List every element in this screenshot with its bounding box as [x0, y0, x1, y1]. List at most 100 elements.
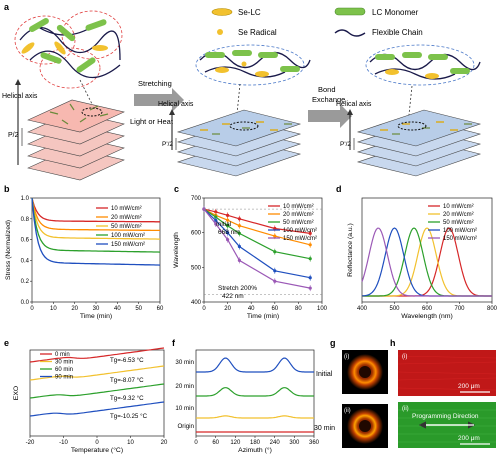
stretching-label: Stretching: [138, 79, 172, 88]
legend-entry: 30 min: [55, 360, 73, 366]
legend-top: Se-LC Se Radical LC Monomer Flexible Cha…: [211, 7, 423, 37]
x-tick-label: 400: [357, 306, 368, 312]
x-tick-label: 0: [194, 440, 198, 446]
chart-b: 0 10 20 30 40 50 60 0.0 0.2 0.4 0.6 0.8 1.0 Time (min…: [5, 196, 164, 320]
h-scale-2: 200 μm: [458, 435, 480, 442]
plot-frame: [31, 197, 161, 303]
series-line: [31, 197, 161, 266]
panel-label-c: c: [174, 184, 179, 194]
x-tick-label: 20: [224, 306, 231, 312]
x-tick-label: 40: [114, 306, 121, 312]
p-prime-half-right: P'/2: [340, 141, 351, 148]
series-line: [196, 415, 314, 419]
arrow-stretching: Stretching Light or Heat: [130, 79, 184, 126]
panel-label-h: h: [390, 338, 396, 348]
x-tick-label: 700: [454, 306, 465, 312]
legend-entry: 100 mW/cm²: [111, 233, 145, 239]
series-label: 10 min: [175, 405, 194, 412]
x-tick-label: 60: [157, 306, 164, 312]
g-ii-label: (ii): [344, 408, 351, 414]
h-i-label: (i): [402, 354, 407, 360]
x-axis-label: Azimuth (°): [238, 446, 272, 454]
x-tick-label: 20: [71, 306, 78, 312]
legend-entry: 0 min: [55, 352, 70, 358]
y-axis-label: Stress (Normalized): [5, 220, 12, 280]
series-label: 30 min: [175, 359, 194, 366]
x-tick-label: 0: [95, 440, 99, 446]
annotation-initial: Initial: [216, 221, 232, 228]
g-initial-label: Initial: [316, 371, 333, 378]
x-axis-label: Temperature (°C): [71, 446, 123, 454]
legend-entry: 20 mW/cm²: [443, 212, 474, 218]
y-tick-label: 0.6: [21, 238, 30, 244]
legend-entry: 50 mW/cm²: [111, 224, 142, 230]
annotation-stretch: Stretch 200%: [218, 285, 257, 292]
x-tick-label: 180: [250, 440, 261, 446]
bond-label: Bond: [318, 85, 336, 94]
series-label: Origin: [177, 423, 194, 430]
x-tick-label: 60: [212, 440, 219, 446]
series-line: [196, 387, 314, 397]
panel-label-f: f: [172, 338, 176, 348]
legend-entry: 50 mW/cm²: [283, 220, 314, 226]
y-tick-label: 500: [191, 265, 202, 271]
y-axis-label: EXO: [13, 386, 20, 400]
helix-stack-middle: [176, 109, 302, 177]
panel-label-g: g: [330, 338, 336, 348]
x-tick-label: 100: [317, 306, 328, 312]
legend-lc-monomer: LC Monomer: [372, 8, 419, 17]
series-line: [31, 197, 161, 253]
series-line: [203, 208, 311, 279]
p-prime-half-middle: P'/2: [162, 141, 173, 148]
chart-d: 400 500 600 700 800 Wavelength (nm) Reflectanc…: [347, 197, 498, 320]
y-axis-label: Wavelength: [173, 232, 180, 268]
arrow-bond-exchange: Bond Exchange: [308, 85, 352, 128]
panel-label-e: e: [4, 338, 9, 348]
h-ii-label: (ii): [402, 406, 409, 412]
g-30min-label: 30 min: [314, 425, 335, 432]
series-line: [203, 208, 311, 289]
legend-flexible-chain: Flexible Chain: [372, 28, 423, 37]
se-radical-icon: [217, 29, 223, 35]
light-or-heat-label: Light or Heat: [130, 117, 174, 126]
series-line: [203, 208, 311, 260]
molecular-network-middle: [195, 44, 311, 86]
series-line: [31, 197, 160, 232]
legend-entry: 10 mW/cm²: [283, 204, 314, 210]
helical-axis-label-middle: Helical axis: [158, 101, 194, 108]
tg-label: Tg=-6.53 °C: [110, 357, 144, 364]
y-tick-label: 400: [191, 300, 202, 306]
x-tick-label: 20: [161, 440, 168, 446]
x-tick-label: 0: [30, 306, 34, 312]
helical-axis-label-right: Helical axis: [336, 101, 372, 108]
x-tick-label: 0: [202, 306, 206, 312]
helical-axis-label-left: Helical axis: [2, 93, 38, 100]
chart-f: 0 60 120 180 240 300 360 Azimuth (°) 30 min 20 mi…: [175, 349, 320, 454]
x-tick-label: 500: [389, 306, 400, 312]
legend-entry: 20 mW/cm²: [111, 215, 142, 221]
x-tick-label: 360: [309, 440, 320, 446]
y-tick-label: 0.4: [21, 258, 30, 264]
panel-label-a: a: [4, 2, 10, 12]
series-line: [31, 197, 160, 240]
legend-entry: 100 mW/cm²: [283, 228, 317, 234]
chart-c: 0 20 40 60 80 100 400 500 600 700 Time (min) Wavele…: [173, 196, 328, 320]
lc-monomer-icon: [334, 7, 366, 16]
legend-entry: 150 mW/cm²: [111, 242, 145, 248]
legend-entry: 60 min: [55, 367, 73, 373]
series-line: [31, 197, 160, 223]
series-line: [203, 208, 311, 234]
programming-direction-label: Programming Direction: [412, 413, 479, 420]
series-line: [203, 208, 311, 246]
x-tick-label: 80: [295, 306, 302, 312]
chart-e: -20 -10 0 10 20 Temperature (°C) EXO Tg=-6.53 °…: [13, 347, 168, 454]
panel-label-d: d: [336, 184, 342, 194]
plot-frame: [203, 197, 323, 303]
tg-label: Tg=-8.07 °C: [110, 377, 144, 384]
series-line: [196, 357, 314, 373]
series-line: [29, 383, 165, 399]
legend-entry: 150 mW/cm²: [283, 236, 317, 242]
legend-entry: 150 mW/cm²: [443, 236, 477, 242]
x-tick-label: 50: [135, 306, 142, 312]
